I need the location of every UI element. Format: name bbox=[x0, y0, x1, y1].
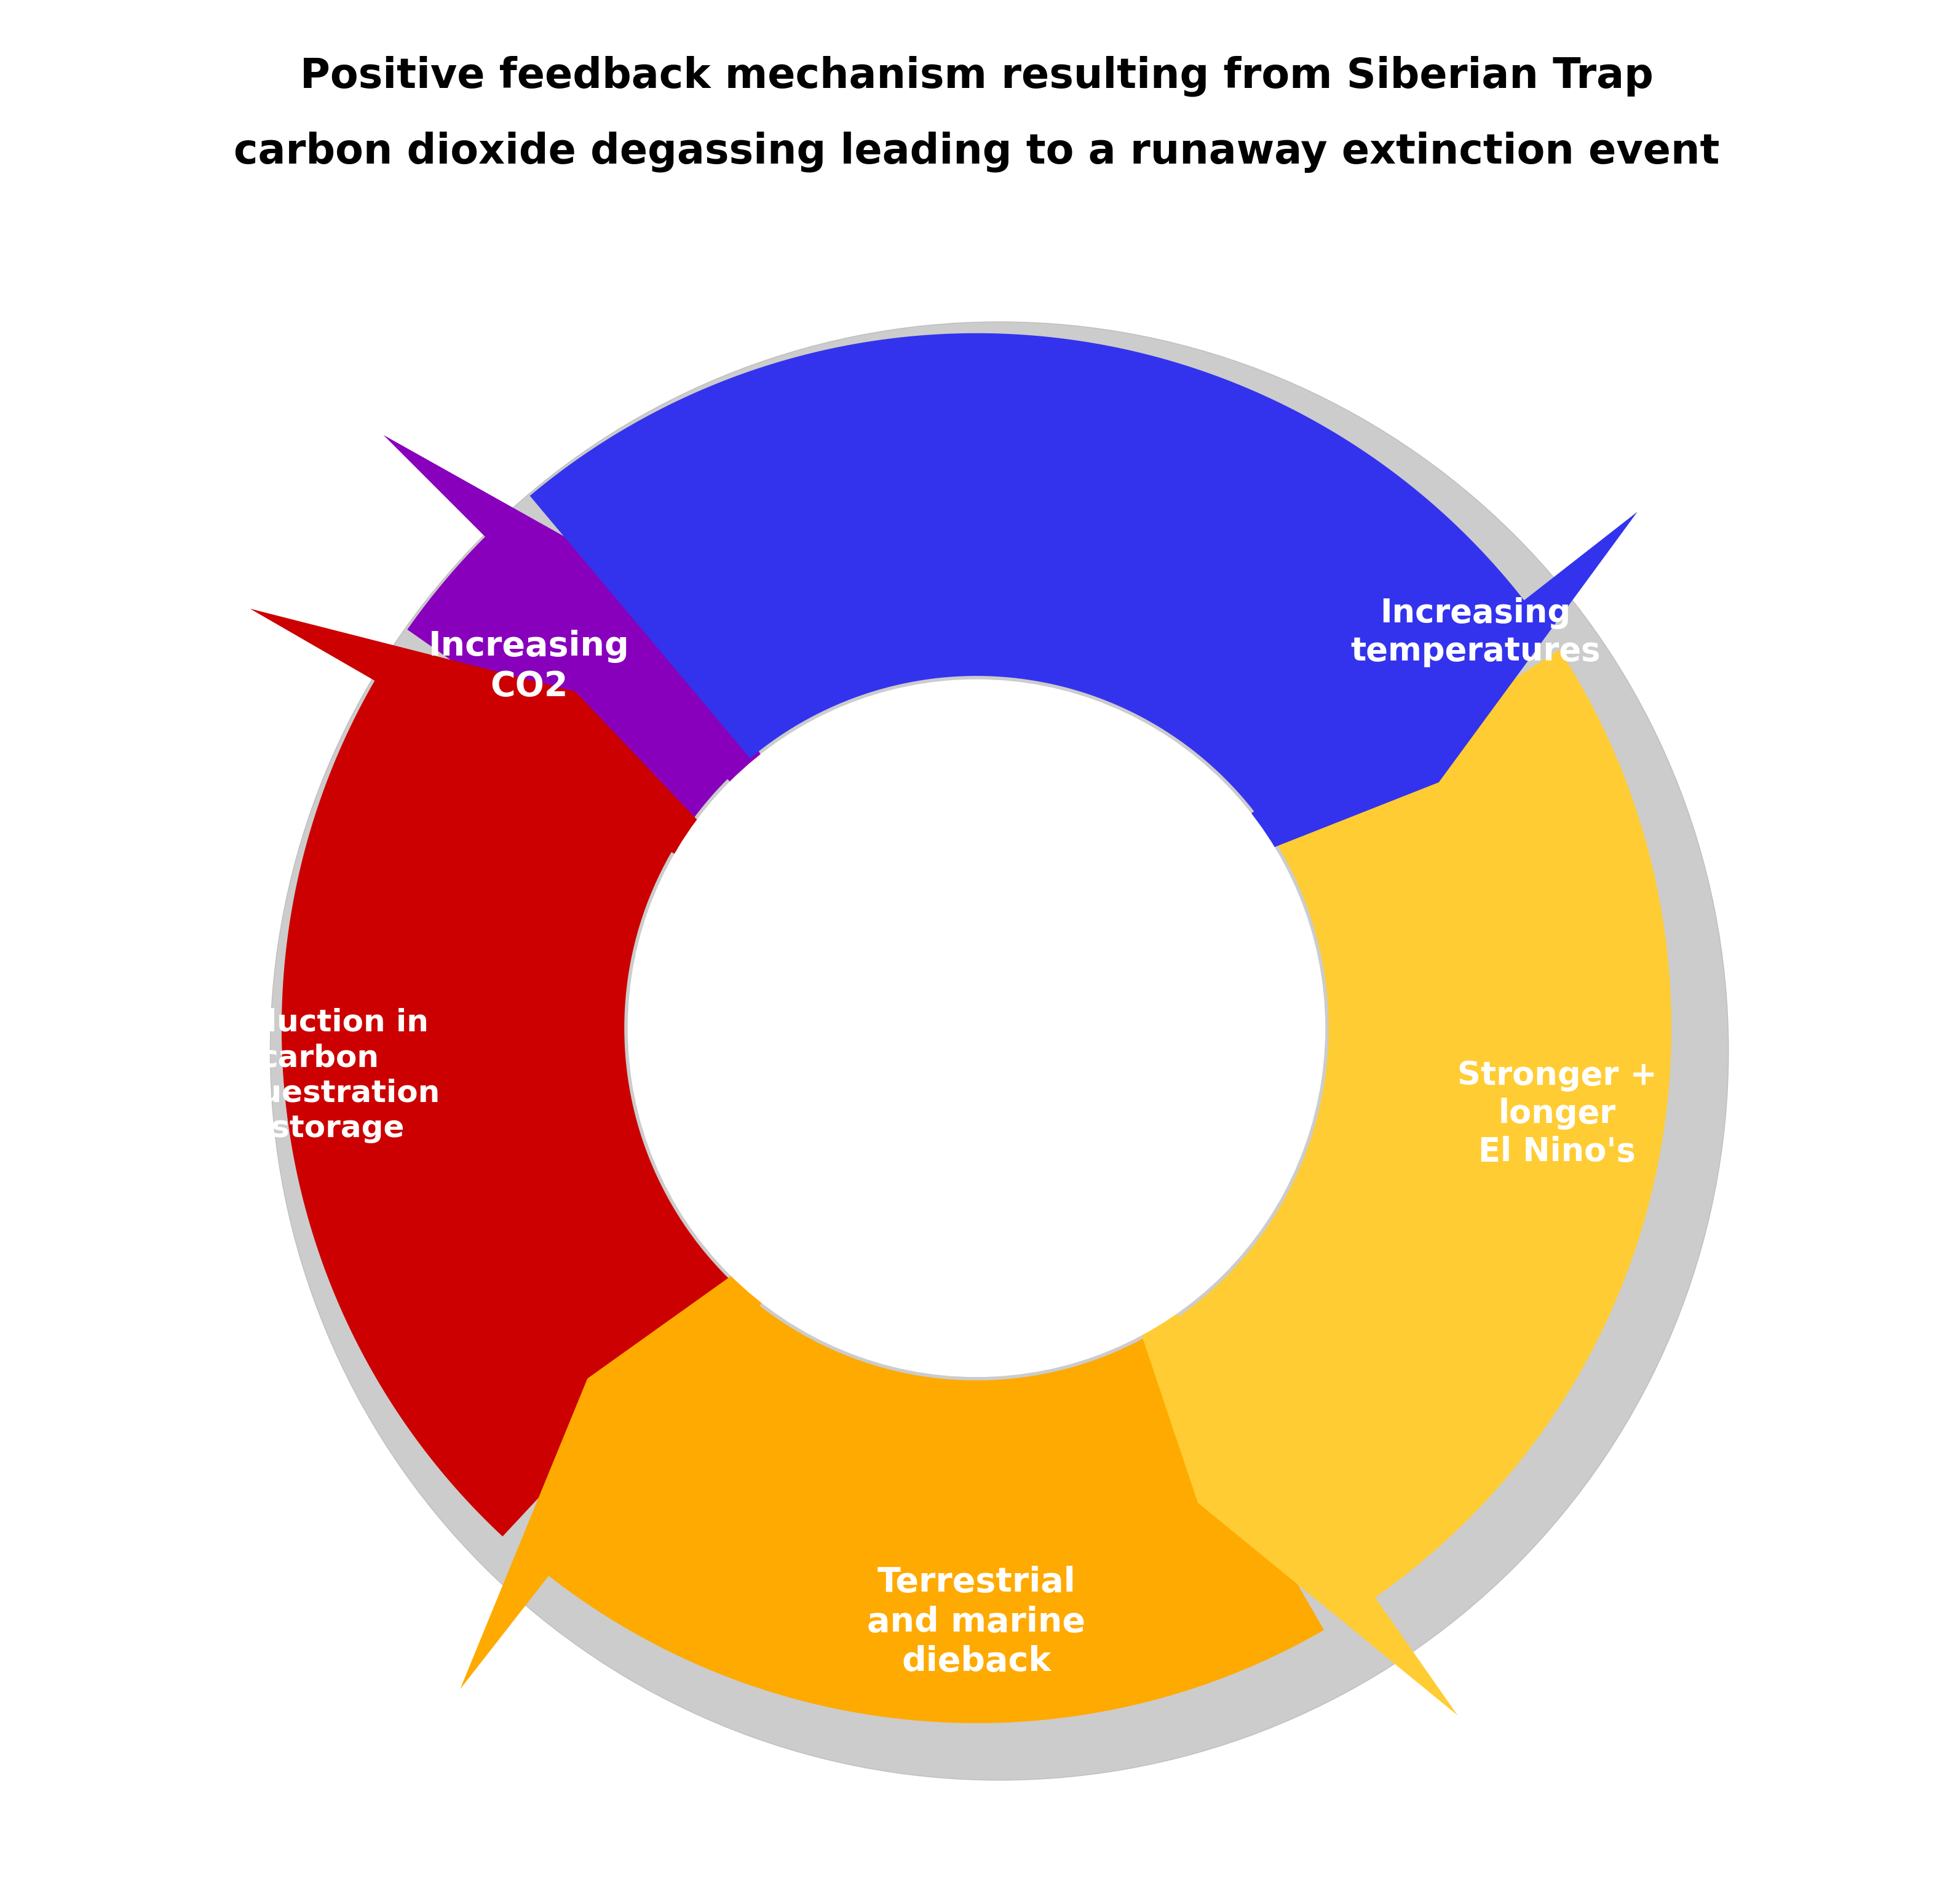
Text: Stronger +
longer
El Nino's: Stronger + longer El Nino's bbox=[1457, 1059, 1656, 1169]
Polygon shape bbox=[250, 609, 797, 1537]
Text: Terrestrial
and marine
dieback: Terrestrial and marine dieback bbox=[867, 1565, 1086, 1679]
Text: Reduction in
carbon
sequestration
+ storage: Reduction in carbon sequestration + stor… bbox=[199, 1007, 439, 1144]
Text: Increasing
temperatures: Increasing temperatures bbox=[1350, 598, 1600, 666]
Polygon shape bbox=[529, 333, 1637, 901]
Text: carbon dioxide degassing leading to a runaway extinction event: carbon dioxide degassing leading to a ru… bbox=[234, 131, 1719, 173]
Polygon shape bbox=[383, 434, 830, 882]
Text: Increasing
CO2: Increasing CO2 bbox=[428, 630, 629, 703]
Circle shape bbox=[270, 322, 1728, 1780]
Circle shape bbox=[629, 680, 1324, 1377]
Text: Positive feedback mechanism resulting from Siberian Trap: Positive feedback mechanism resulting fr… bbox=[301, 55, 1652, 97]
Polygon shape bbox=[461, 1192, 1324, 1723]
Polygon shape bbox=[1096, 649, 1672, 1716]
